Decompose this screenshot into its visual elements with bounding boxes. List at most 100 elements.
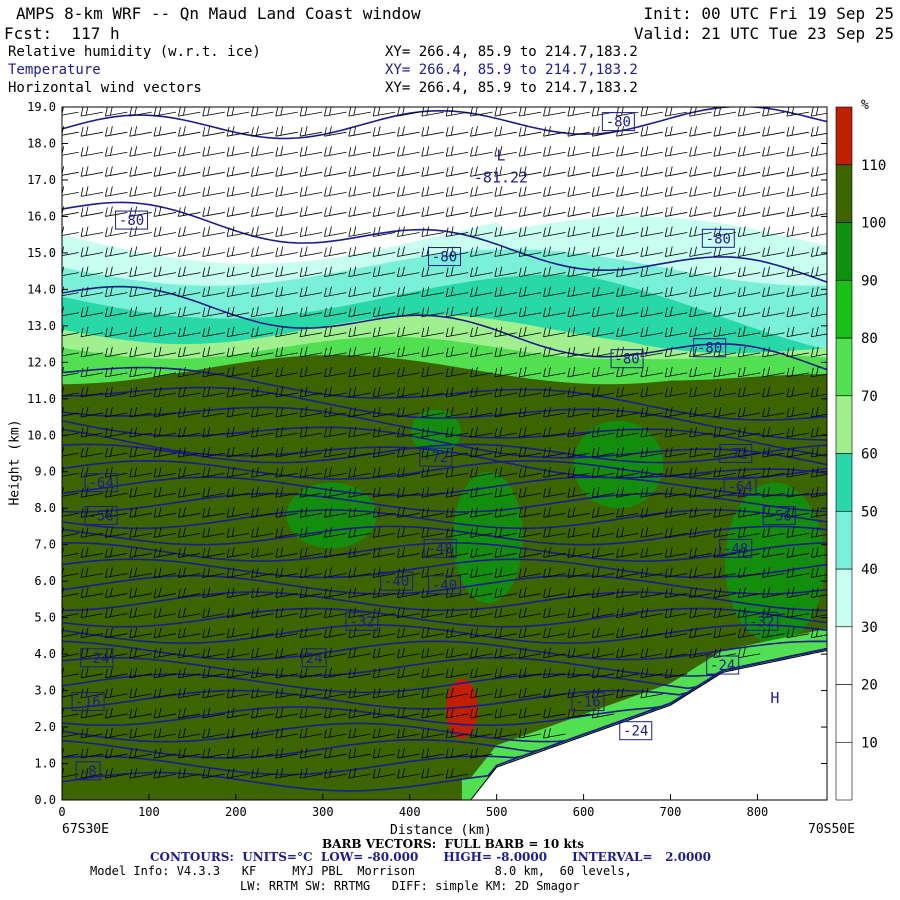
wind-barb [372, 427, 396, 438]
wind-barb [80, 366, 104, 378]
wind-barb [202, 587, 225, 598]
temperature-label: -80 [115, 210, 149, 230]
wind-barb [251, 346, 274, 358]
wind-barb [421, 667, 444, 679]
wind-barb [372, 146, 396, 157]
wind-barb [372, 607, 396, 619]
wind-barb [810, 627, 827, 639]
wind-barb [567, 487, 590, 498]
svg-text:-32: -32 [349, 614, 374, 630]
wind-barb [153, 567, 177, 578]
wind-barb [129, 326, 152, 338]
wind-barb [421, 166, 444, 177]
wind-barb [178, 366, 201, 378]
wind-barb [640, 206, 663, 217]
wind-barb [543, 166, 566, 177]
wind-barb [104, 687, 128, 699]
wind-barb [397, 366, 420, 378]
wind-barb [348, 547, 371, 558]
wind-barb [80, 246, 104, 257]
wind-barb [543, 587, 566, 598]
wind-barb [251, 467, 274, 478]
wind-barb [104, 527, 128, 538]
wind-barb [640, 547, 663, 558]
wind-barb [543, 107, 566, 117]
wind-barb [786, 567, 809, 578]
wind-barb [591, 306, 615, 318]
svg-text:-56: -56 [767, 509, 792, 525]
wind-barb [664, 206, 688, 217]
wind-barb [226, 527, 250, 538]
wind-barb [543, 447, 566, 458]
wind-barb [251, 266, 274, 277]
wind-barb [275, 667, 298, 679]
wind-barb [178, 667, 201, 679]
wind-barb [421, 768, 444, 779]
wind-barb [178, 487, 201, 498]
wind-barb [348, 727, 371, 739]
wind-barb [299, 107, 323, 117]
wind-barb [810, 186, 827, 197]
wind-barb [640, 107, 663, 117]
wind-barb [494, 326, 517, 338]
wind-barb [153, 406, 177, 418]
wind-barb [737, 607, 761, 619]
wind-barb [153, 346, 177, 358]
wind-barb [616, 467, 639, 478]
wind-barb [348, 768, 371, 779]
wind-barb [567, 366, 590, 378]
temperature-contour [62, 607, 827, 628]
wind-barb [275, 266, 298, 277]
wind-barb [372, 286, 396, 298]
wind-barb [616, 587, 639, 598]
colorbar-unit: % [861, 98, 869, 113]
wind-barb [518, 346, 542, 358]
wind-barb [324, 768, 347, 779]
wind-barb [275, 687, 298, 699]
wind-barb [786, 527, 809, 538]
wind-barb [80, 126, 104, 137]
x-tick-label: 600 [573, 805, 595, 819]
wind-barb [737, 206, 761, 217]
wind-barb [664, 226, 688, 237]
wind-barb [397, 768, 420, 779]
wind-barb [153, 427, 177, 438]
wind-barb [129, 427, 152, 438]
wind-barb [494, 206, 517, 217]
wind-barb [178, 727, 201, 739]
wind-barb [202, 186, 225, 197]
wind-barb [810, 346, 827, 358]
wind-barb [494, 727, 517, 739]
wind-barb [299, 427, 323, 438]
wind-barb [543, 547, 566, 558]
wind-barb [786, 547, 809, 558]
wind-barb [494, 107, 517, 117]
wind-barb [226, 747, 250, 759]
wind-barb [202, 326, 225, 338]
wind-barb [640, 447, 663, 458]
wind-barb [737, 306, 761, 318]
wind-barb [494, 266, 517, 277]
wind-barb [591, 447, 615, 458]
wind-barb [567, 186, 590, 197]
wind-barb [104, 226, 128, 237]
wind-barb [470, 667, 493, 679]
wind-barb [348, 427, 371, 438]
wind-barb [737, 346, 761, 358]
wind-barb [445, 768, 469, 779]
wind-barb [664, 647, 688, 659]
wind-barb [202, 447, 225, 458]
wind-barb [689, 427, 712, 438]
wind-barb [129, 547, 152, 558]
temperature-contour [62, 509, 827, 530]
wind-barb [275, 547, 298, 558]
wind-barb [348, 126, 371, 137]
wind-barb [518, 306, 542, 318]
wind-barb [786, 507, 809, 518]
wind-barb [689, 166, 712, 177]
wind-barb [372, 667, 396, 679]
wind-barb [275, 747, 298, 759]
rh-moist-patch [452, 471, 523, 604]
wind-barb [397, 467, 420, 478]
wind-barb [713, 166, 736, 177]
